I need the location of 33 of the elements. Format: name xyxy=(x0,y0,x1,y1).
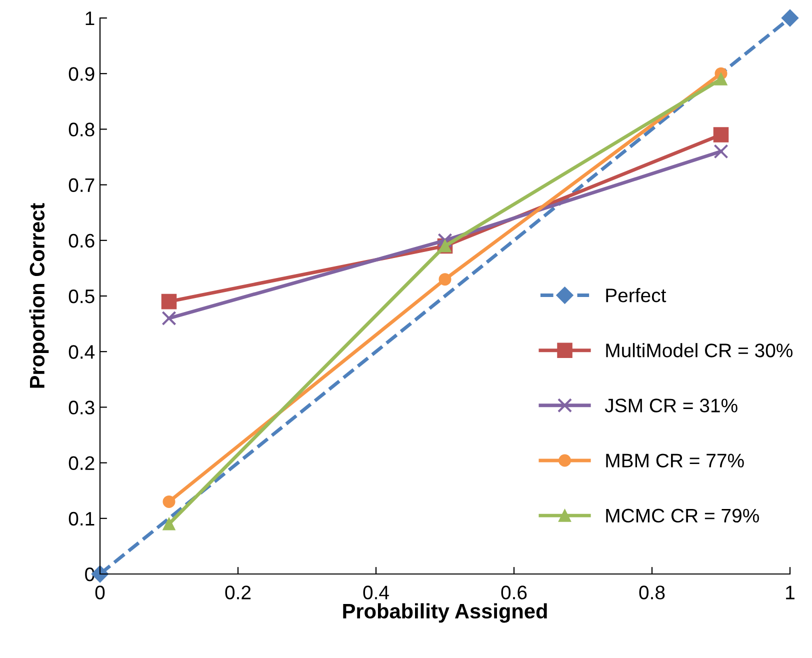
y-tick-label: 0.3 xyxy=(68,400,94,414)
point xyxy=(714,72,728,86)
point xyxy=(438,273,452,286)
legend-label: JSM CR = 31% xyxy=(604,398,738,412)
legend-label: MCMC CR = 79% xyxy=(606,508,759,523)
x-tick-label: 0.2 xyxy=(225,586,251,600)
x-axis-title: Probability Assigned xyxy=(343,603,547,623)
y-axis-title: Proportion Correct xyxy=(29,203,49,388)
y-tick-label: 0.2 xyxy=(68,456,94,470)
point xyxy=(162,518,176,530)
y-tick-label: 0.4 xyxy=(68,345,95,359)
x-tick-label: 0.8 xyxy=(639,586,665,600)
legend-label: MBM CR = 77% xyxy=(606,454,744,468)
point xyxy=(781,9,799,27)
legend-label: MultiModel CR = 30% xyxy=(606,343,793,358)
legend-label: Perfect xyxy=(606,288,666,302)
y-tick-label: 1 xyxy=(86,12,94,26)
x-tick-label: 1 xyxy=(786,586,794,600)
y-tick-label: 0.8 xyxy=(68,122,94,136)
point xyxy=(713,127,729,142)
y-tick-label: 0.6 xyxy=(68,234,94,248)
y-tick-label: 0.1 xyxy=(68,512,94,526)
point xyxy=(162,310,176,326)
point xyxy=(162,495,176,508)
x-tick-label: 0.4 xyxy=(363,586,389,600)
point xyxy=(714,144,728,159)
point xyxy=(438,233,452,248)
y-tick-label: 0.5 xyxy=(68,289,94,304)
x-tick-label: 0.6 xyxy=(501,586,527,600)
x-tick-label: 0 xyxy=(95,586,105,600)
point xyxy=(161,294,177,310)
y-tick-label: 0.7 xyxy=(68,178,94,192)
y-tick-label: 0.9 xyxy=(68,67,94,81)
